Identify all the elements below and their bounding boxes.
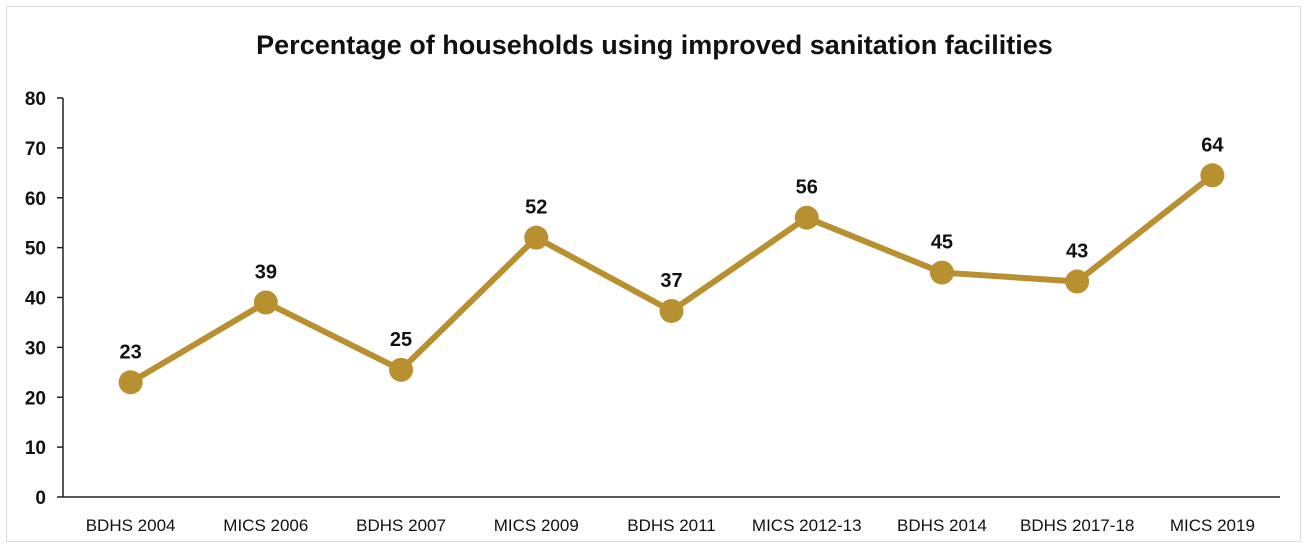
x-tick-label: MICS 2009 (494, 516, 579, 535)
data-label: 45 (931, 232, 953, 254)
x-tick-label: BDHS 2011 (627, 516, 716, 535)
y-tick-label: 60 (25, 189, 46, 210)
data-point (1200, 163, 1225, 188)
y-tick-label: 50 (25, 239, 46, 260)
x-tick-label: MICS 2012-13 (752, 516, 862, 535)
data-label: 56 (796, 177, 818, 199)
data-label: 52 (525, 197, 547, 219)
y-tick-label: 70 (25, 139, 46, 160)
x-tick-label: BDHS 2014 (897, 516, 987, 535)
data-label: 64 (1201, 134, 1224, 156)
data-point (389, 357, 414, 382)
data-labels: 23 39 25 52 37 56 45 43 64 (119, 134, 1224, 363)
axes (62, 98, 1280, 498)
x-tick-label: BDHS 2007 (356, 516, 446, 535)
x-tick-label: BDHS 2004 (86, 516, 176, 535)
x-tick-label: BDHS 2017-18 (1020, 516, 1134, 535)
y-axis-ticks: 0 10 20 30 40 50 60 70 80 (25, 89, 63, 509)
chart-title: Percentage of households using improved … (256, 30, 1053, 60)
data-point (524, 225, 549, 250)
y-tick-label: 40 (25, 289, 46, 310)
data-point (118, 370, 143, 395)
y-tick-label: 80 (25, 89, 46, 110)
data-point (929, 260, 954, 285)
y-tick-label: 30 (25, 338, 46, 359)
x-tick-label: MICS 2006 (223, 516, 308, 535)
x-tick-label: MICS 2019 (1170, 516, 1255, 535)
data-label: 25 (390, 329, 412, 351)
data-label: 39 (255, 261, 277, 283)
y-tick-label: 0 (35, 488, 46, 509)
data-point (253, 290, 278, 315)
data-label: 37 (660, 270, 682, 292)
series (118, 163, 1225, 395)
x-axis-ticks: BDHS 2004 MICS 2006 BDHS 2007 MICS 2009 BDHS… (86, 516, 1255, 535)
data-point (659, 298, 684, 323)
data-label: 23 (119, 341, 141, 363)
y-tick-label: 20 (25, 388, 46, 409)
data-point (1065, 269, 1090, 294)
y-tick-label: 10 (25, 438, 46, 459)
data-label: 43 (1066, 241, 1088, 263)
data-point (794, 205, 819, 230)
